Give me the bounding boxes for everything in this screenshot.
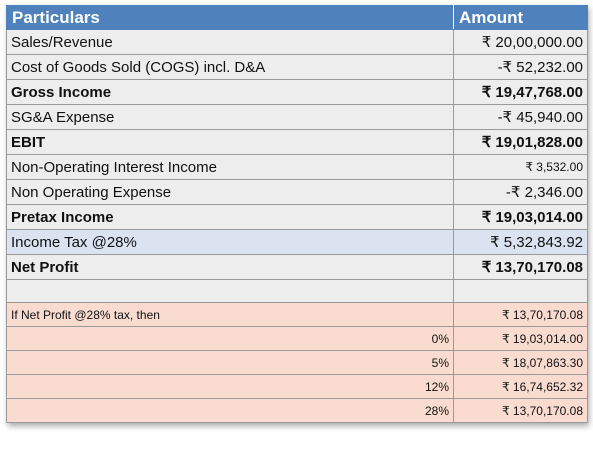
row-pretax-income: Pretax Income ₹ 19,03,014.00 [6,204,588,230]
row-gross-income: Gross Income ₹ 19,47,768.00 [6,79,588,105]
row-non-operating-interest-income: Non-Operating Interest Income ₹ 3,532.00 [6,154,588,180]
cell-label[interactable]: Gross Income [6,79,454,105]
row-scenario-rate: 28% ₹ 13,70,170.08 [6,398,588,423]
row-net-profit: Net Profit ₹ 13,70,170.08 [6,254,588,280]
cell-label[interactable]: Net Profit [6,254,454,280]
cell-amount[interactable]: ₹ 19,01,828.00 [453,129,588,155]
header-row: Particulars Amount [6,5,588,30]
empty-row [6,279,588,303]
cell-amount[interactable]: -₹ 45,940.00 [453,104,588,130]
cell-amount[interactable]: ₹ 20,00,000.00 [453,29,588,55]
header-amount[interactable]: Amount [453,5,588,30]
cell-scenario-label[interactable]: If Net Profit @28% tax, then [6,302,454,327]
cell-amount[interactable]: ₹ 5,32,843.92 [453,229,588,255]
row-scenario-header: If Net Profit @28% tax, then ₹ 13,70,170… [6,302,588,327]
row-cogs: Cost of Goods Sold (COGS) incl. D&A -₹ 5… [6,54,588,80]
row-ebit: EBIT ₹ 19,01,828.00 [6,129,588,155]
spreadsheet: Particulars Amount Sales/Revenue ₹ 20,00… [6,5,588,423]
profit-loss-table: Particulars Amount Sales/Revenue ₹ 20,00… [6,5,588,423]
row-sga-expense: SG&A Expense -₹ 45,940.00 [6,104,588,130]
cell-amount[interactable]: -₹ 2,346.00 [453,179,588,205]
row-income-tax: Income Tax @28% ₹ 5,32,843.92 [6,229,588,255]
cell-amount[interactable]: ₹ 18,07,863.30 [453,350,588,375]
empty-cell[interactable] [6,279,454,303]
cell-rate[interactable]: 5% [6,350,454,375]
cell-label[interactable]: EBIT [6,129,454,155]
cell-rate[interactable]: 12% [6,374,454,399]
row-scenario-rate: 5% ₹ 18,07,863.30 [6,350,588,375]
row-non-operating-expense: Non Operating Expense -₹ 2,346.00 [6,179,588,205]
empty-cell[interactable] [453,279,588,303]
cell-label[interactable]: Cost of Goods Sold (COGS) incl. D&A [6,54,454,80]
cell-label[interactable]: Sales/Revenue [6,29,454,55]
row-scenario-rate: 12% ₹ 16,74,652.32 [6,374,588,399]
cell-amount[interactable]: ₹ 19,47,768.00 [453,79,588,105]
cell-amount[interactable]: ₹ 16,74,652.32 [453,374,588,399]
cell-amount[interactable]: ₹ 13,70,170.08 [453,398,588,423]
cell-rate[interactable]: 28% [6,398,454,423]
header-particulars[interactable]: Particulars [6,5,454,30]
cell-label[interactable]: Pretax Income [6,204,454,230]
cell-amount[interactable]: ₹ 19,03,014.00 [453,326,588,351]
cell-amount[interactable]: ₹ 13,70,170.08 [453,254,588,280]
cell-amount[interactable]: ₹ 19,03,014.00 [453,204,588,230]
row-sales-revenue: Sales/Revenue ₹ 20,00,000.00 [6,29,588,55]
cell-amount[interactable]: ₹ 3,532.00 [453,154,588,180]
row-scenario-rate: 0% ₹ 19,03,014.00 [6,326,588,351]
cell-label[interactable]: Non-Operating Interest Income [6,154,454,180]
cell-amount[interactable]: ₹ 13,70,170.08 [453,302,588,327]
cell-rate[interactable]: 0% [6,326,454,351]
cell-label[interactable]: Income Tax @28% [6,229,454,255]
cell-label[interactable]: Non Operating Expense [6,179,454,205]
cell-label[interactable]: SG&A Expense [6,104,454,130]
cell-amount[interactable]: -₹ 52,232.00 [453,54,588,80]
